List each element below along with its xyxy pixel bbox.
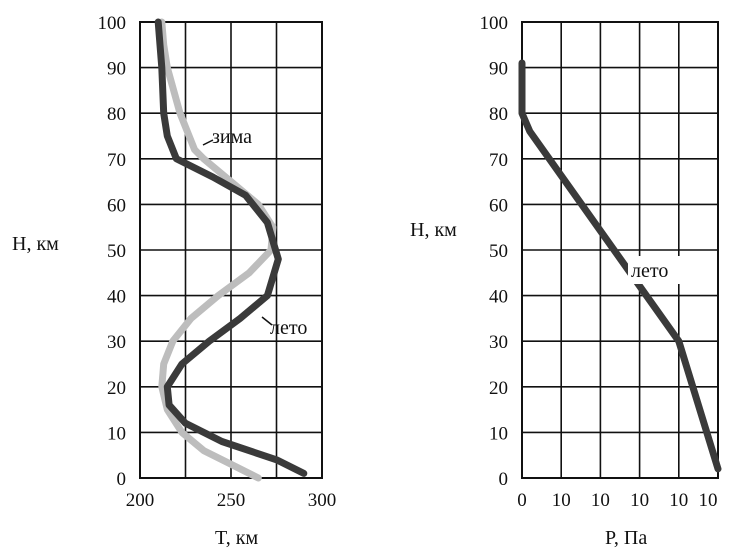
y-tick-label: 50 <box>107 241 126 262</box>
y-tick-label: 0 <box>499 469 509 490</box>
x-axis-title: P, Па <box>605 527 647 549</box>
y-tick-label: 90 <box>107 59 126 80</box>
y-tick-label: 10 <box>107 423 126 444</box>
y-tick-label: 80 <box>107 104 126 125</box>
y-tick-label: 30 <box>489 332 508 353</box>
x-tick-label: 0 <box>517 490 527 511</box>
y-tick-label: 60 <box>489 195 508 216</box>
annotation-summer: лето <box>270 317 307 339</box>
y-tick-label: 40 <box>489 287 508 308</box>
y-tick-label: 20 <box>489 378 508 399</box>
y-tick-label: 30 <box>107 332 126 353</box>
x-tick-label: 10 <box>591 490 610 511</box>
annotation-summer: лето <box>631 260 668 282</box>
y-tick-label: 100 <box>480 13 509 34</box>
x-tick-label: 10 <box>630 490 649 511</box>
y-tick-label: 0 <box>117 469 127 490</box>
x-tick-label: 300 <box>308 490 337 511</box>
temperature-chart: 0 10 20 30 40 50 60 70 80 90 100 200 250 300 H, км T, к… <box>12 13 336 549</box>
x-tick-label: 10 <box>669 490 688 511</box>
x-tick-label: 200 <box>126 490 155 511</box>
y-tick-label: 50 <box>489 241 508 262</box>
y-tick-label: 20 <box>107 378 126 399</box>
y-tick-label: 90 <box>489 59 508 80</box>
y-axis-title: H, км <box>410 219 457 241</box>
y-tick-label: 60 <box>107 195 126 216</box>
y-tick-label: 100 <box>98 13 127 34</box>
x-axis-title: T, км <box>215 527 258 549</box>
y-tick-label: 70 <box>489 150 508 171</box>
series-line-summer <box>522 63 718 469</box>
y-tick-label: 80 <box>489 104 508 125</box>
y-tick-label: 70 <box>107 150 126 171</box>
annotation-winter: зима <box>212 126 252 148</box>
x-tick-label: 250 <box>217 490 246 511</box>
y-tick-label: 10 <box>489 423 508 444</box>
pressure-chart: 0 10 20 30 40 50 60 70 80 90 100 0 10 10 10 10 10 H, км P,… <box>410 13 718 549</box>
x-tick-label: 10 <box>552 490 571 511</box>
x-tick-label: 10 <box>699 490 718 511</box>
y-axis-title: H, км <box>12 233 59 255</box>
y-tick-label: 40 <box>107 287 126 308</box>
